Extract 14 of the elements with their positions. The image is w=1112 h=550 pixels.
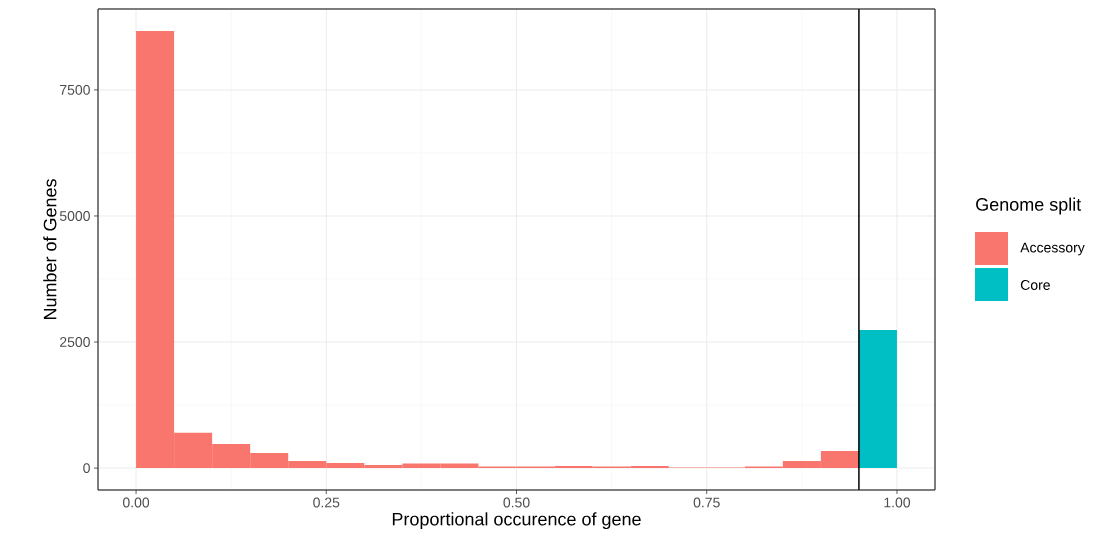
y-axis-title: Number of Genes	[43, 179, 57, 320]
x-tick-label: 0.75	[693, 497, 720, 508]
legend-title: Genome split	[976, 197, 1082, 215]
x-tick-label: 0.50	[503, 497, 530, 508]
y-tick-label: 2500	[60, 337, 90, 347]
x-tick-label: 1.00	[884, 497, 911, 508]
x-tick-label: 0.25	[313, 497, 340, 508]
y-tick-label: 0	[83, 463, 90, 474]
x-tick-label: 0.00	[122, 497, 150, 508]
legend-label: Core	[1020, 280, 1050, 290]
y-tick-label: 7500	[60, 84, 90, 95]
x-axis-title: Proportional occurence of gene	[392, 512, 641, 530]
y-tick-label: 5000	[59, 210, 90, 221]
legend-label: Accessory	[1020, 242, 1085, 256]
